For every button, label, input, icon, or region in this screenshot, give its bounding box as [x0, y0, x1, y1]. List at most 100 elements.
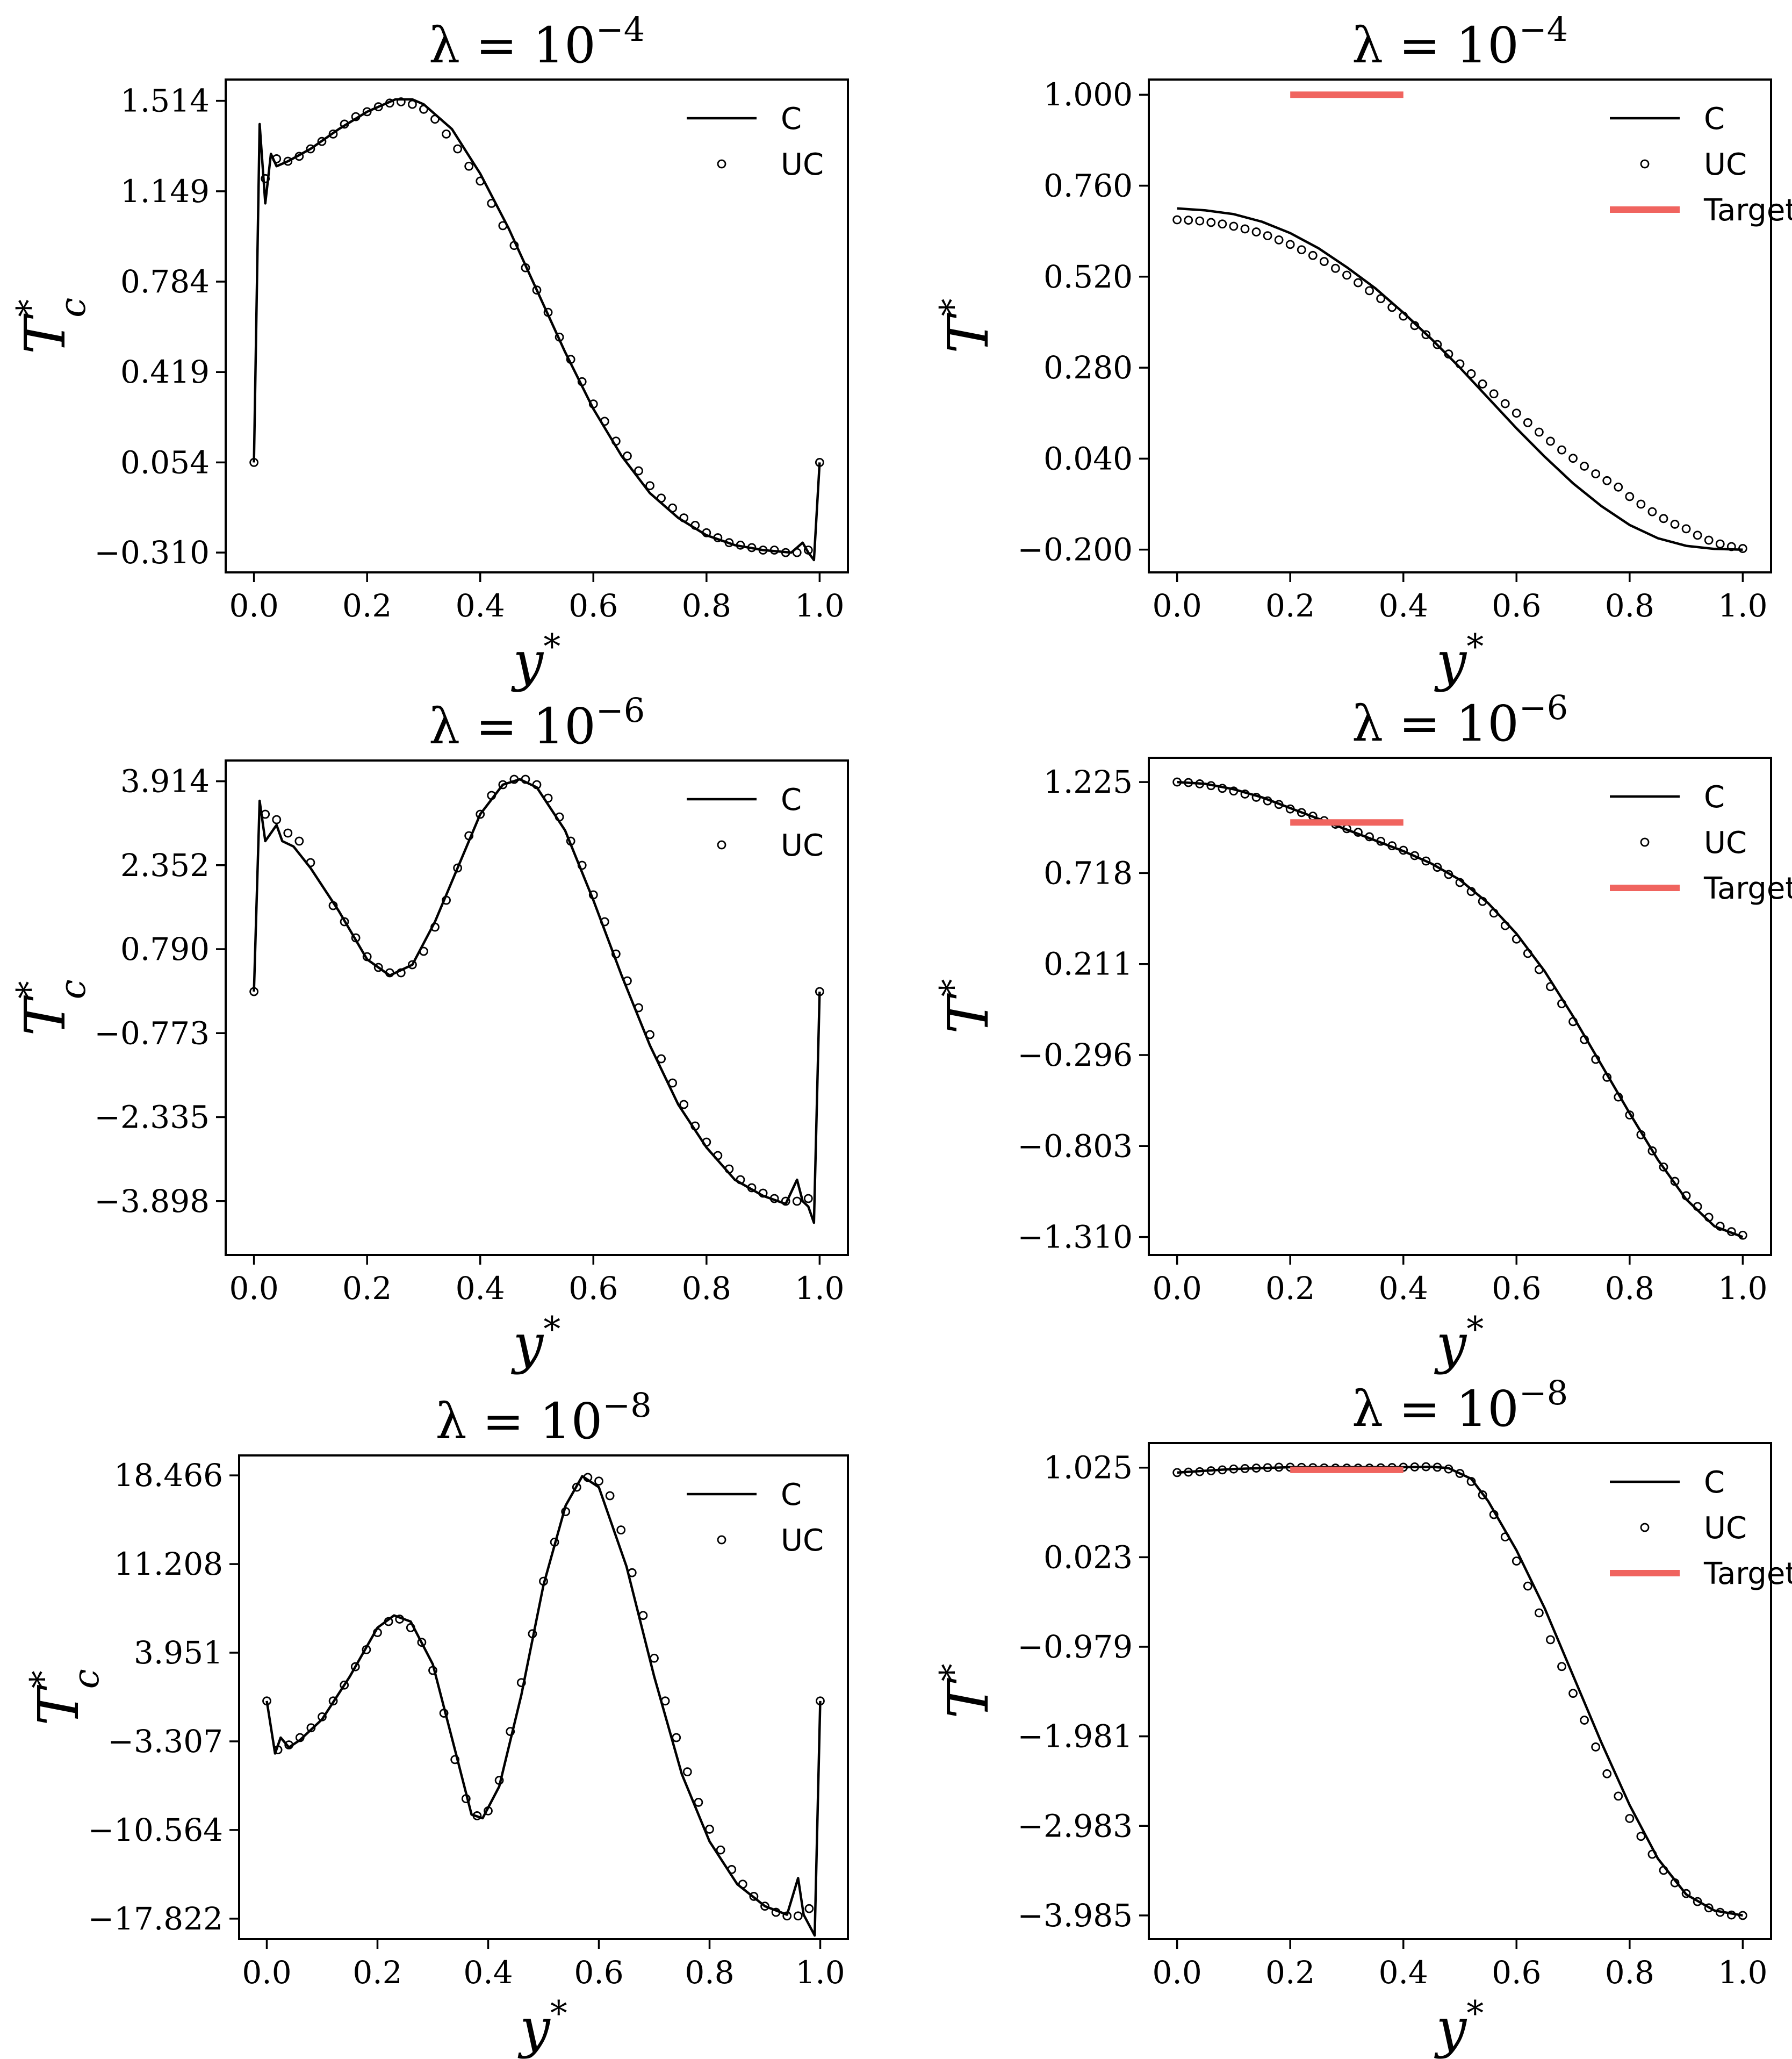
title-exponent: −6 [596, 691, 645, 730]
axes-frame [1148, 757, 1772, 1256]
y-axis-label: T*c [9, 298, 93, 354]
series-marker-UC [1693, 530, 1702, 540]
series-marker-UC [1489, 389, 1499, 399]
series-marker-UC [1636, 1130, 1646, 1139]
series-marker-UC [306, 858, 315, 867]
chart-panel-bottom-right: 0.0 0.2 0.4 0.6 0.8 1.0 1.025 0.023 −0.979 −1.981… [932, 1373, 1792, 2059]
series-marker-UC [1195, 779, 1205, 788]
series-marker-UC [1433, 863, 1442, 872]
series-marker-UC [1433, 1462, 1442, 1472]
x-axis-label: y* [511, 627, 561, 693]
series-marker-UC [716, 1845, 725, 1855]
series-marker-UC [385, 98, 394, 108]
title-text: λ = 10 [429, 17, 596, 74]
series-marker-UC [600, 917, 609, 927]
chart-title: λ = 10−4 [429, 10, 645, 74]
series-marker-UC [803, 546, 813, 555]
series-marker-UC [1647, 1146, 1657, 1156]
series-marker-UC [645, 481, 654, 491]
y-tick-label: 0.023 [1043, 1539, 1133, 1575]
y-axis-label: T* [932, 298, 1001, 353]
series-marker-UC [1218, 219, 1227, 229]
series-marker-UC [1478, 896, 1487, 906]
series-marker-UC [1523, 1581, 1532, 1591]
series-marker-UC [306, 1723, 316, 1733]
series-marker-UC [1659, 1162, 1668, 1172]
series-marker-UC [1726, 542, 1736, 551]
x-axis-label-text: y [1434, 1997, 1467, 2059]
x-tick-label: 0.6 [1492, 587, 1541, 624]
chart-panel-middle-left: 0.0 0.2 0.4 0.6 0.8 1.0 3.914 2.352 0.790 −0.773 −… [9, 691, 849, 1375]
series-marker-UC [1285, 804, 1295, 814]
series-marker-UC [384, 1617, 393, 1626]
series-marker-UC [572, 1482, 581, 1492]
legend-swatch-marker [1640, 1523, 1650, 1532]
series-marker-UC [362, 952, 372, 962]
series-marker-UC [1478, 379, 1487, 389]
series-marker-UC [1659, 514, 1668, 523]
series-marker-UC [1172, 777, 1182, 787]
axes-frame [1148, 78, 1772, 573]
series-marker-UC [1500, 921, 1510, 930]
series-marker-UC [1546, 436, 1555, 446]
series-marker-UC [521, 774, 530, 784]
series-marker-UC [758, 546, 768, 555]
series-marker-UC [566, 355, 575, 364]
series-marker-UC [1466, 887, 1476, 896]
series-marker-UC [672, 1733, 681, 1742]
series-marker-UC [1455, 878, 1465, 887]
series-marker-UC [1614, 1092, 1623, 1102]
series-line-C [265, 1475, 822, 1937]
series-marker-UC [738, 1879, 747, 1889]
series-marker-UC [476, 176, 485, 186]
series-marker-UC [555, 332, 564, 342]
series-marker-UC [351, 933, 361, 943]
x-axis-label-sup: * [550, 1994, 567, 2034]
series-marker-UC [1500, 1532, 1510, 1542]
title-text: λ = 10 [1352, 17, 1519, 74]
series-marker-UC [1704, 535, 1714, 545]
series-marker-UC [373, 102, 383, 112]
series-marker-UC [713, 1151, 723, 1160]
series-marker-UC [328, 1696, 338, 1706]
legend: C UC Target [1610, 1465, 1792, 1591]
y-axis-label-sup: * [9, 299, 51, 317]
series-marker-UC [396, 97, 406, 106]
plot-area [1172, 91, 1747, 553]
series-marker-UC [1218, 1465, 1227, 1475]
series-marker-UC [476, 809, 485, 819]
series-marker-UC [705, 1825, 714, 1834]
chart-panel-middle-right: 0.0 0.2 0.4 0.6 0.8 1.0 1.225 0.718 0.211 −0.296 −… [932, 688, 1792, 1375]
series-marker-UC [1365, 832, 1374, 842]
series-marker-UC [328, 901, 338, 910]
series-marker-UC [694, 1798, 703, 1807]
y-tick-label: 3.914 [120, 763, 210, 800]
legend: C UC Target [1610, 780, 1792, 906]
title-text: λ = 10 [429, 698, 596, 755]
series-marker-UC [350, 1662, 360, 1671]
series-marker-UC [679, 1100, 689, 1109]
series-marker-UC [442, 895, 451, 905]
series-marker-UC [657, 493, 666, 503]
series-marker-UC [340, 1680, 349, 1690]
series-marker-UC [747, 1183, 757, 1193]
series-marker-UC [1523, 949, 1532, 958]
series-marker-UC [261, 174, 270, 183]
legend-swatch-marker [717, 840, 726, 850]
x-axis-label: y* [1434, 1994, 1484, 2059]
series-marker-UC [373, 963, 383, 972]
series-marker-UC [487, 199, 496, 208]
series-marker-UC [583, 1473, 593, 1482]
y-axis-label-sub: c [52, 979, 93, 999]
series-marker-UC [1715, 1907, 1725, 1917]
series-marker-UC [532, 285, 542, 295]
series-marker-UC [702, 1137, 711, 1147]
y-tick-label: 3.951 [134, 1634, 223, 1671]
series-marker-UC [627, 1568, 637, 1577]
series-marker-UC [1557, 1662, 1566, 1671]
title-exponent: −4 [1519, 10, 1568, 49]
y-tick-label: −0.296 [1017, 1037, 1133, 1073]
series-marker-UC [1568, 1689, 1578, 1698]
y-tick-label: 18.466 [114, 1457, 223, 1494]
